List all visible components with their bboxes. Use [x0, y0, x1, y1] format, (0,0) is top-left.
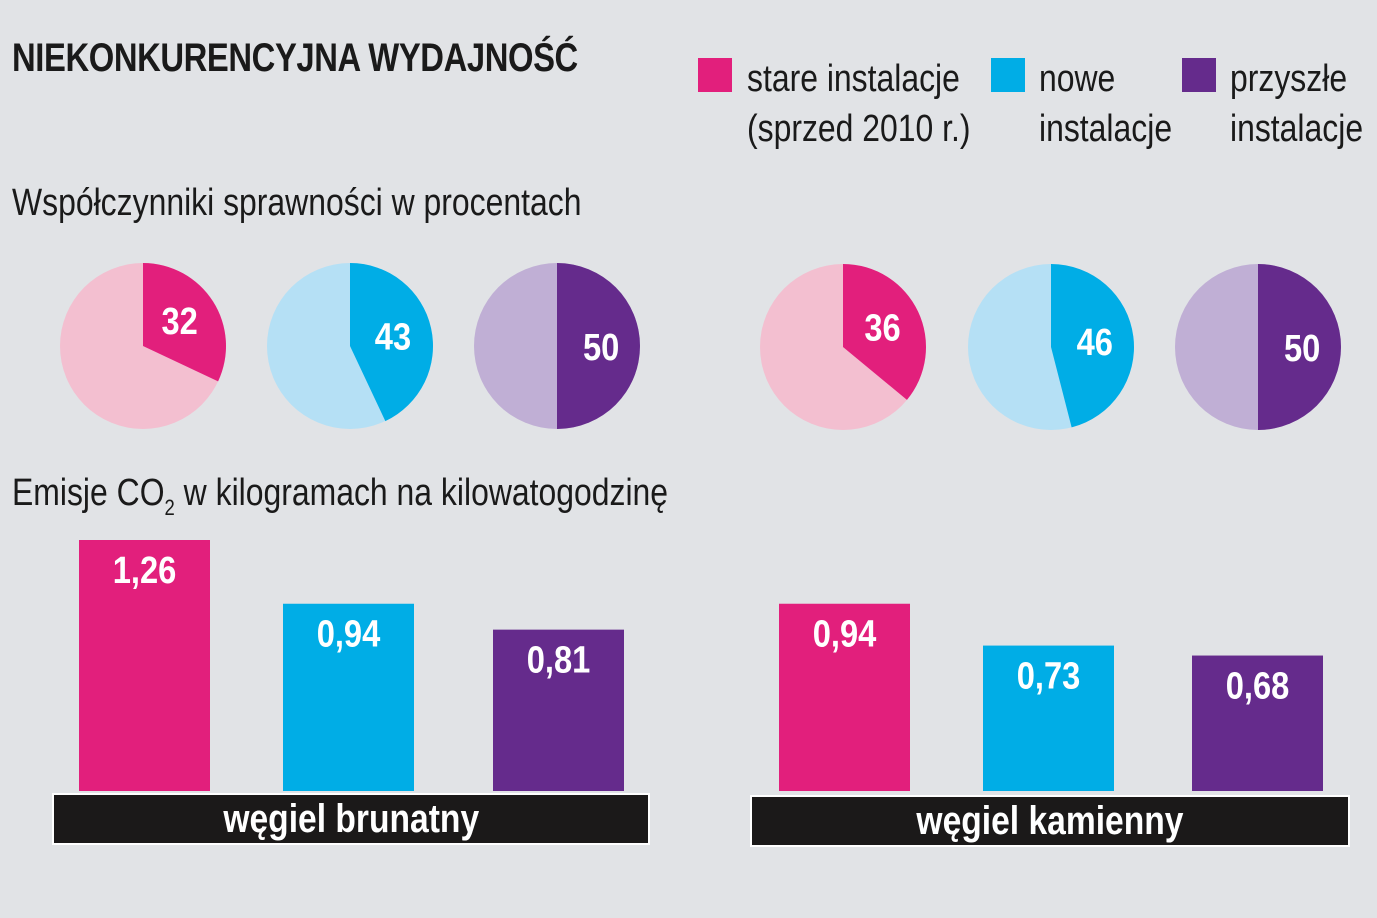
- bar-nowe-g2-label: 0,73: [1017, 654, 1081, 697]
- pie-nowe-g2-label: 46: [1077, 321, 1113, 364]
- pie-stare-g2-slice: [843, 264, 926, 400]
- emissions-subtitle-before: Emisje CO: [12, 472, 165, 514]
- legend-label-przyszle-line1: przyszłe: [1230, 58, 1348, 100]
- pie-stare-g2-label: 36: [864, 306, 900, 349]
- group-label-kamienny-text: węgiel kamienny: [916, 798, 1184, 843]
- pie-nowe-g2-slice: [1051, 264, 1134, 428]
- legend-label-stare-line2: (sprzed 2010 r.): [747, 108, 971, 150]
- pie-przyszle-g2-label: 50: [1284, 327, 1320, 370]
- pie-przyszle-g1-label: 50: [583, 326, 619, 369]
- bar-przyszle-g1-label: 0,81: [527, 638, 591, 681]
- bar-nowe-g1-label: 0,94: [317, 612, 381, 655]
- emissions-subtitle: Emisje CO2 w kilogramach na kilowatogodz…: [12, 472, 668, 521]
- bar-stare-g2-label: 0,94: [813, 612, 877, 655]
- bar-przyszle-g2: [1192, 655, 1323, 791]
- group-label-brunatny: węgiel brunatny: [52, 793, 650, 845]
- bar-stare-g1-label: 1,26: [113, 549, 177, 592]
- chart-title: NIEKONKURENCYJNA WYDAJNOŚĆ: [12, 36, 578, 80]
- legend-swatch-stare: [698, 58, 732, 92]
- pie-stare-g1-slice: [143, 263, 226, 382]
- pie-nowe-g1-slice: [350, 263, 433, 422]
- emissions-subtitle-after: w kilogramach na kilowatogodzinę: [174, 472, 669, 514]
- bar-nowe-g2: [983, 645, 1114, 791]
- legend-label-stare-line1: stare instalacje: [747, 58, 960, 100]
- legend-swatch-przyszle: [1182, 58, 1216, 92]
- pie-przyszle-g1-slice: [557, 263, 640, 429]
- bar-stare-g2: [779, 603, 910, 791]
- legend-label-nowe-line2: instalacje: [1039, 108, 1173, 150]
- legend-label-nowe-line1: nowe: [1039, 58, 1116, 100]
- legend-swatch-nowe: [991, 58, 1025, 92]
- group-label-kamienny: węgiel kamienny: [750, 795, 1350, 847]
- bar-przyszle-g2-label: 0,68: [1226, 664, 1290, 707]
- legend-label-przyszle-line2: instalacje: [1230, 108, 1364, 150]
- bar-nowe-g1: [283, 603, 414, 791]
- bar-przyszle-g1: [493, 629, 624, 791]
- bar-stare-g1: [79, 540, 210, 791]
- efficiency-subtitle: Współczynniki sprawności w procentach: [12, 182, 582, 224]
- pie-stare-g1-label: 32: [161, 300, 197, 343]
- pie-nowe-g1-label: 43: [375, 315, 411, 358]
- emissions-subtitle-sub: 2: [164, 495, 175, 520]
- pie-przyszle-g2-slice: [1258, 264, 1341, 430]
- group-label-brunatny-text: węgiel brunatny: [223, 796, 479, 841]
